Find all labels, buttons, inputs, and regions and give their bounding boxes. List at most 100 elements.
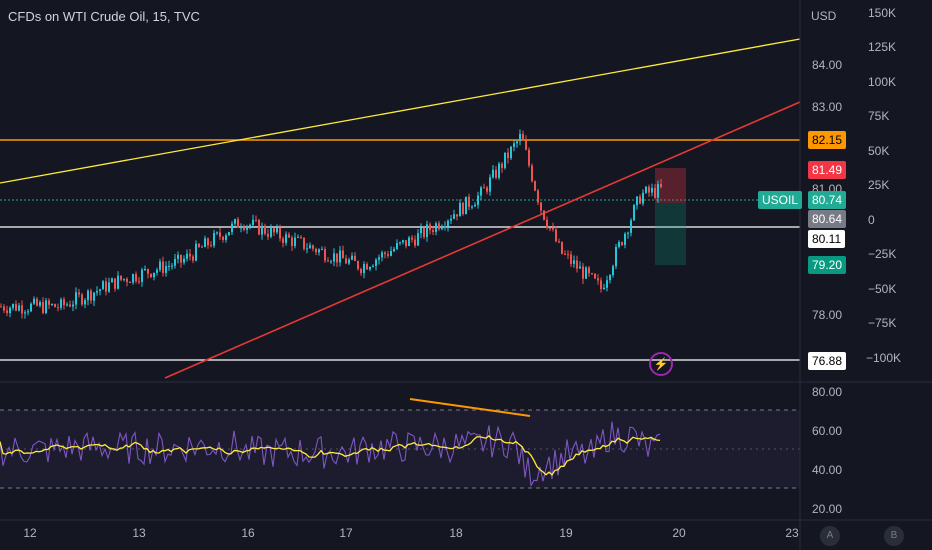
candle-body: [27, 311, 29, 313]
yellow-trendline[interactable]: [0, 38, 801, 184]
candle-body: [402, 240, 404, 243]
candle-body: [642, 192, 644, 204]
candle-body: [222, 236, 224, 240]
candle-body: [432, 230, 434, 232]
candle-body: [366, 264, 368, 270]
price-label-76-88: 76.88: [808, 352, 847, 370]
candle-body: [3, 306, 5, 311]
candle-body: [126, 278, 128, 282]
candle-body: [423, 227, 425, 238]
candle-body: [387, 254, 389, 256]
log-scale-button[interactable]: B: [884, 526, 904, 546]
time-tick: 13: [132, 526, 146, 540]
candle-body: [456, 214, 458, 217]
candle-body: [447, 220, 449, 227]
candle-body: [276, 227, 278, 233]
candle-body: [471, 206, 473, 208]
candle-body: [399, 242, 401, 244]
candle-body: [543, 210, 545, 220]
take-profit-zone[interactable]: [655, 203, 686, 265]
candle-body: [261, 225, 263, 235]
lightning-icon[interactable]: ⚡: [649, 352, 673, 376]
candle-body: [171, 265, 173, 267]
candle-body: [258, 219, 260, 235]
candle-body: [321, 249, 323, 251]
candle-body: [489, 177, 491, 192]
candle-body: [591, 273, 593, 275]
candle-body: [219, 232, 221, 237]
red-trendline[interactable]: [164, 101, 801, 379]
candle-body: [282, 238, 284, 243]
candle-body: [654, 187, 656, 198]
candle-body: [621, 242, 623, 246]
candle-body: [624, 233, 626, 246]
candle-body: [363, 264, 365, 274]
candle-body: [165, 266, 167, 273]
candle-body: [249, 224, 251, 227]
candle-body: [90, 290, 92, 301]
candle-body: [381, 252, 383, 258]
candle-body: [294, 237, 296, 247]
candle-body: [645, 186, 647, 193]
candle-body: [477, 195, 479, 205]
candle-body: [162, 261, 164, 273]
candle-body: [291, 237, 293, 247]
candle-body: [594, 273, 596, 279]
volume-tick: 150K: [868, 6, 897, 20]
candle-body: [417, 233, 419, 246]
candle-body: [78, 292, 80, 295]
candle-body: [153, 272, 155, 278]
candle-body: [510, 146, 512, 159]
candle-body: [414, 239, 416, 246]
candle-body: [606, 280, 608, 288]
candle-body: [186, 253, 188, 259]
candle-body: [315, 248, 317, 253]
candle-body: [459, 202, 461, 217]
volume-tick: −50K: [868, 282, 897, 296]
candle-body: [81, 294, 83, 305]
candle-body: [579, 266, 581, 269]
candle-body: [648, 186, 650, 193]
price-tick: 84.00: [812, 58, 843, 72]
candle-body: [132, 274, 134, 283]
candle-body: [498, 163, 500, 178]
candle-body: [537, 190, 539, 203]
symbol-tag[interactable]: USOIL: [758, 191, 803, 209]
candle-body: [177, 254, 179, 259]
chart-title: CFDs on WTI Crude Oil, 15, TVC: [8, 9, 200, 24]
price-label-82-15: 82.15: [808, 131, 847, 149]
candle-body: [228, 232, 230, 236]
candle-body: [429, 224, 431, 231]
volume-tick: −100K: [866, 351, 902, 365]
volume-tick: 25K: [868, 178, 890, 192]
candle-body: [468, 196, 470, 207]
auto-scale-button[interactable]: A: [820, 526, 840, 546]
candle-body: [546, 219, 548, 228]
candle-body: [378, 257, 380, 260]
candle-body: [324, 249, 326, 261]
time-tick: 23: [785, 526, 799, 540]
rsi-divergence-line[interactable]: [409, 398, 531, 417]
candle-body: [354, 255, 356, 262]
candle-body: [345, 258, 347, 264]
candle-body: [405, 240, 407, 247]
candle-body: [585, 267, 587, 279]
candle-body: [636, 196, 638, 206]
candle-body: [72, 304, 74, 307]
candle-body: [552, 227, 554, 230]
candle-body: [234, 219, 236, 224]
price-label-80-74: 80.74: [808, 191, 847, 209]
candle-body: [285, 234, 287, 243]
candle-body: [639, 196, 641, 204]
stop-loss-zone[interactable]: [655, 168, 686, 203]
price-label-80-64: 80.64: [808, 210, 847, 228]
candle-body: [111, 278, 113, 283]
candle-body: [660, 183, 662, 188]
candle-body: [630, 220, 632, 233]
candle-body: [582, 266, 584, 279]
candle-body: [339, 250, 341, 263]
candle-body: [426, 224, 428, 238]
time-tick: 17: [339, 526, 353, 540]
candle-body: [156, 269, 158, 273]
